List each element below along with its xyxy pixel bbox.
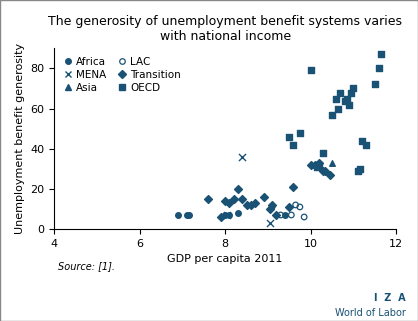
- Point: [307, 68, 314, 73]
- Point: [186, 213, 192, 218]
- Text: Source: [1].: Source: [1].: [58, 262, 115, 272]
- Point: [375, 66, 382, 71]
- Point: [286, 204, 293, 210]
- Point: [239, 154, 246, 159]
- Point: [348, 90, 354, 95]
- Point: [267, 206, 273, 212]
- Point: [175, 213, 181, 218]
- Point: [269, 204, 275, 210]
- Point: [224, 213, 231, 218]
- Point: [322, 168, 329, 173]
- Point: [377, 52, 384, 57]
- Point: [184, 213, 190, 218]
- Point: [277, 213, 284, 218]
- Point: [269, 202, 275, 207]
- Point: [329, 160, 335, 165]
- Y-axis label: Unemployment benefit generosity: Unemployment benefit generosity: [15, 43, 25, 234]
- Point: [226, 200, 233, 205]
- Point: [371, 82, 378, 87]
- Point: [205, 196, 212, 202]
- Point: [234, 186, 241, 191]
- Point: [243, 202, 250, 207]
- Point: [333, 96, 339, 101]
- Point: [311, 162, 318, 167]
- Text: World of Labor: World of Labor: [334, 308, 405, 318]
- Point: [342, 98, 348, 103]
- Point: [316, 160, 322, 165]
- Point: [316, 162, 322, 167]
- Point: [290, 142, 297, 147]
- Point: [320, 150, 327, 155]
- Point: [335, 106, 342, 111]
- Point: [239, 196, 246, 202]
- Point: [301, 214, 308, 220]
- Point: [320, 168, 327, 173]
- Point: [217, 214, 224, 220]
- Point: [226, 213, 233, 218]
- Legend: Africa, MENA, Asia, LAC, Transition, OECD: Africa, MENA, Asia, LAC, Transition, OEC…: [60, 54, 184, 96]
- Point: [311, 162, 318, 167]
- Point: [359, 138, 365, 143]
- Point: [222, 198, 229, 204]
- Title: The generosity of unemployment benefit systems varies
with national income: The generosity of unemployment benefit s…: [48, 15, 402, 43]
- Point: [267, 221, 273, 226]
- Point: [260, 194, 267, 199]
- Point: [354, 168, 361, 173]
- Point: [307, 162, 314, 167]
- Point: [247, 202, 254, 207]
- Point: [350, 86, 357, 91]
- Point: [290, 184, 297, 189]
- Point: [273, 213, 280, 218]
- Point: [230, 196, 237, 202]
- X-axis label: GDP per capita 2011: GDP per capita 2011: [168, 254, 283, 264]
- Point: [363, 142, 370, 147]
- Point: [329, 112, 335, 117]
- Point: [337, 90, 344, 95]
- Point: [252, 200, 258, 205]
- Point: [234, 210, 241, 215]
- Point: [222, 213, 229, 218]
- Point: [326, 172, 333, 178]
- Point: [292, 202, 299, 207]
- Point: [296, 130, 303, 135]
- Point: [286, 134, 293, 139]
- Point: [314, 164, 320, 169]
- Text: I  Z  A: I Z A: [374, 293, 405, 303]
- Point: [296, 204, 303, 210]
- Point: [288, 213, 295, 218]
- Point: [346, 102, 352, 107]
- Point: [344, 96, 350, 101]
- Point: [282, 213, 288, 218]
- Point: [356, 166, 363, 171]
